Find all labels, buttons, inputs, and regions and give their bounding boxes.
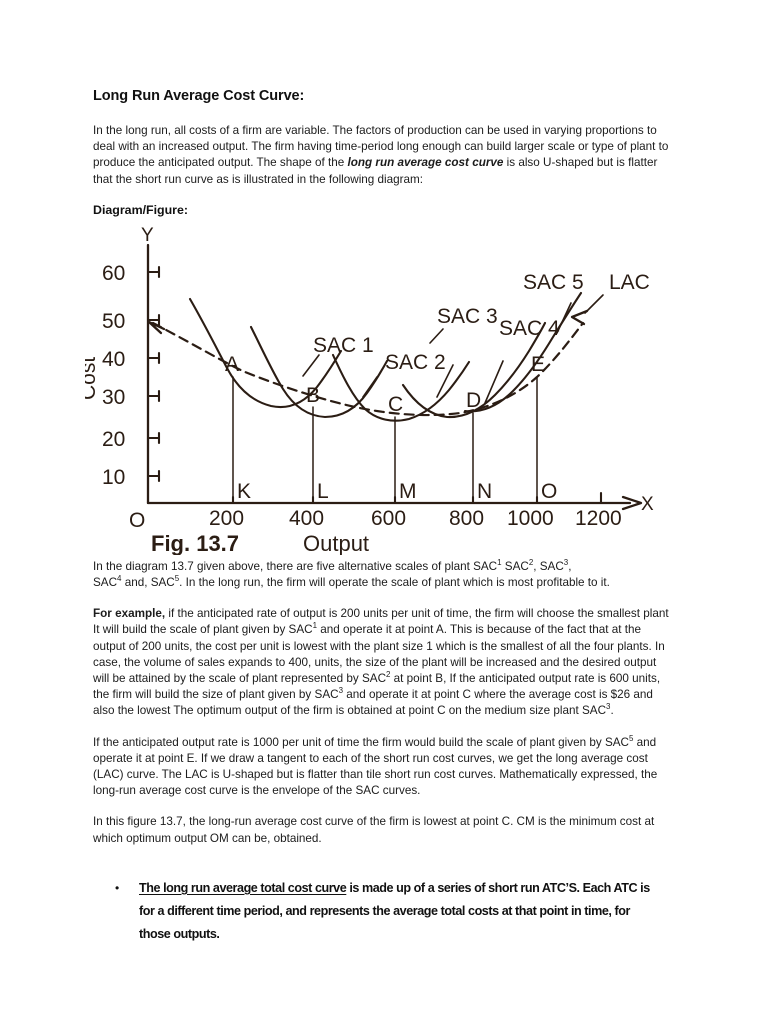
document-content: Long Run Average Cost Curve: In the long…	[85, 88, 675, 946]
sac-3-label: SAC 3	[437, 305, 498, 328]
x-tick-400: 400	[289, 507, 324, 530]
lac-label: LAC	[609, 271, 650, 294]
intro-text-tail: is also U-shaped but is flatter that the…	[93, 156, 658, 186]
paragraph-five-scales: In the diagram 13.7 given above, there a…	[93, 557, 610, 590]
bullet-list: • The long run average total cost curve …	[93, 877, 675, 946]
example-sup-3: 3	[338, 686, 343, 696]
tangency-drop-lines: A B C D E K L M N O	[225, 353, 557, 504]
example-text-3: at point B, If the anticipated output ra…	[93, 672, 661, 702]
x-tick-600: 600	[371, 507, 406, 530]
y-axis: Y 60 50 40 30 20 10 Cost	[85, 225, 161, 504]
figure-caption: Fig. 13.7	[151, 531, 239, 555]
page-title: Long Run Average Cost Curve:	[93, 88, 305, 104]
foot-label-K: K	[237, 480, 251, 503]
example-sup-1: 1	[312, 621, 318, 631]
y-tick-50: 50	[102, 310, 125, 333]
figure-section-label: Diagram/Figure:	[93, 202, 189, 217]
scales-text-1: In the diagram 13.7 given above, there a…	[93, 559, 498, 573]
x-axis: X O 200 400 600 800 1000 1200	[129, 491, 654, 532]
y-axis-label: Cost	[85, 356, 100, 399]
sup-1: 1	[497, 557, 502, 567]
intro-paragraph: In the long run, all costs of a firm are…	[93, 123, 675, 188]
bullet-underlined-phrase: The long run average total cost curve	[139, 880, 347, 895]
intro-emphasis: long run average cost curve	[347, 156, 504, 170]
bullet-rest-text: is made up of a series of short run ATC’…	[139, 880, 650, 941]
sup-2: 2	[528, 557, 534, 567]
point-label-B: B	[306, 384, 320, 407]
example-text-1: if the anticipated rate of output is 200…	[93, 607, 669, 637]
point-label-C: C	[388, 393, 403, 416]
scales-text-4: SAC	[93, 576, 118, 590]
sup-5: 5	[174, 574, 180, 584]
sac-4-label: SAC 4	[499, 317, 560, 340]
example-sup-4: 3	[606, 702, 611, 712]
example-text-2: and operate it at point A. This is becau…	[93, 623, 665, 686]
point-label-D: D	[466, 389, 481, 412]
sac-3-curve: SAC 3	[331, 305, 498, 422]
lac-text-2: and operate it at point E. If we draw a …	[93, 735, 658, 798]
list-item: The long run average total cost curve is…	[139, 877, 651, 946]
sac-1-curve: SAC 1	[188, 297, 374, 408]
lac-sup-5: 5	[629, 733, 634, 743]
sac-2-curve: SAC 2	[249, 325, 446, 418]
y-tick-30: 30	[102, 386, 125, 409]
example-sup-2: 2	[386, 670, 391, 680]
example-lead: For example,	[93, 607, 166, 621]
point-label-E: E	[531, 353, 545, 376]
y-axis-letter: Y	[141, 225, 154, 246]
x-tick-1200: 1200	[575, 507, 622, 530]
sup-3: 3	[563, 557, 569, 567]
intro-text-lead: In the long run, all costs of a firm are…	[93, 124, 669, 170]
x-axis-letter: X	[641, 494, 654, 515]
cost-curve-svg: .ink { stroke:#2b1d14; fill:none; stroke…	[85, 225, 654, 555]
x-tick-800: 800	[449, 507, 484, 530]
lac-text-1: If the anticipated output rate is 1000 p…	[93, 735, 629, 749]
cost-curve-figure: .ink { stroke:#2b1d14; fill:none; stroke…	[85, 225, 667, 555]
x-axis-title: Output	[303, 531, 369, 555]
x-tick-200: 200	[209, 507, 244, 530]
sac-5-label: SAC 5	[523, 271, 584, 294]
foot-label-M: M	[399, 480, 417, 503]
scales-text-5: and, SAC	[121, 576, 175, 590]
scales-text-3: , SAC	[533, 559, 564, 573]
sac-1-label: SAC 1	[313, 334, 374, 357]
point-label-A: A	[225, 353, 239, 376]
foot-label-O: O	[541, 480, 557, 503]
paragraph-example: For example, if the anticipated rate of …	[93, 606, 675, 719]
y-tick-60: 60	[102, 262, 125, 285]
example-text-5: .	[610, 704, 614, 718]
bullet-marker-icon: •	[115, 880, 120, 895]
x-tick-1000: 1000	[507, 507, 554, 530]
y-tick-40: 40	[102, 348, 125, 371]
y-tick-20: 20	[102, 428, 125, 451]
foot-label-L: L	[317, 480, 329, 503]
scales-text-2: SAC	[501, 559, 529, 573]
sac-2-label: SAC 2	[385, 351, 446, 374]
origin-label: O	[129, 509, 145, 532]
paragraph-lac: If the anticipated output rate is 1000 p…	[93, 733, 675, 800]
sac-4-curve: SAC 4	[401, 317, 560, 418]
y-tick-10: 10	[102, 466, 125, 489]
example-text-4: and operate it at point C where the aver…	[93, 688, 653, 718]
sup-4: 4	[117, 574, 122, 584]
sac-5-curve: SAC 5 LAC	[463, 271, 650, 413]
paragraph-minimum-cost: In this figure 13.7, the long-run averag…	[93, 815, 655, 845]
scales-text-6: . In the long run, the firm will operate…	[179, 576, 610, 590]
foot-label-N: N	[477, 480, 492, 503]
